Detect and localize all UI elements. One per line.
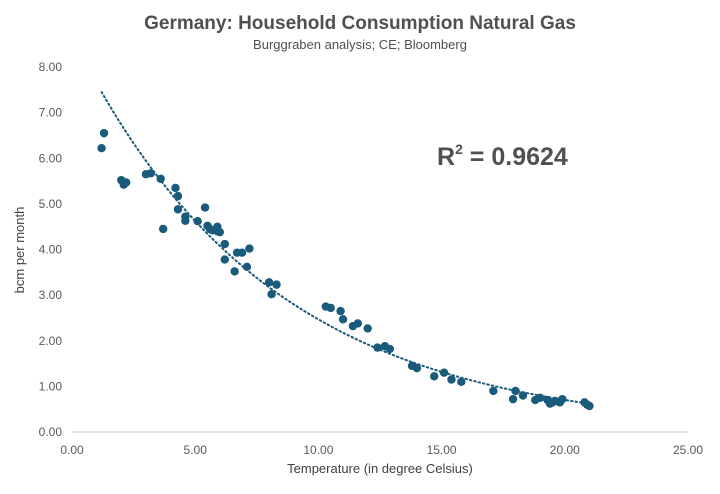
data-point — [173, 191, 183, 201]
data-point — [585, 401, 594, 411]
data-point — [99, 128, 109, 138]
data-point — [336, 306, 345, 316]
y-axis-label: bcm per month — [12, 207, 27, 294]
data-point — [363, 324, 372, 333]
data-point — [439, 368, 449, 377]
chart-subtitle: Burggraben analysis; CE; Bloomberg — [253, 37, 467, 52]
x-tick-label: 5.00 — [184, 443, 208, 457]
data-point — [373, 343, 382, 352]
data-point — [171, 183, 180, 193]
x-axis-label: Temperature (in degree Celsius) — [287, 461, 473, 476]
data-point — [338, 315, 348, 324]
data-point — [230, 267, 239, 276]
data-point — [200, 203, 210, 212]
y-tick-label: 6.00 — [39, 151, 63, 165]
y-tick-label: 8.00 — [39, 60, 63, 74]
x-axis-ticks: 0.00 5.00 10.00 15.00 20.00 25.00 — [60, 443, 703, 457]
data-point — [508, 394, 518, 404]
data-point — [220, 255, 229, 264]
data-point — [158, 224, 168, 234]
data-point — [457, 377, 466, 387]
data-point — [385, 344, 395, 354]
data-point — [489, 386, 498, 396]
data-point — [156, 174, 165, 183]
data-point — [173, 205, 183, 214]
data-point — [353, 319, 363, 328]
chart-title: Germany: Household Consumption Natural G… — [144, 13, 576, 34]
data-points — [97, 128, 594, 411]
x-tick-label: 20.00 — [550, 443, 580, 457]
y-tick-label: 5.00 — [39, 197, 63, 211]
data-point — [430, 372, 439, 381]
data-point — [511, 386, 520, 396]
y-tick-label: 1.00 — [39, 379, 63, 393]
r-squared-superscript: 2 — [455, 141, 463, 157]
data-point — [245, 244, 254, 253]
trendline — [100, 91, 591, 405]
x-tick-label: 0.00 — [60, 443, 84, 457]
y-tick-label: 4.00 — [39, 243, 63, 257]
y-axis-ticks: 0.00 1.00 2.00 3.00 4.00 5.00 6.00 7.00 8.00 — [39, 60, 63, 439]
data-point — [264, 278, 274, 287]
data-point — [518, 391, 528, 400]
y-tick-label: 3.00 — [39, 288, 63, 302]
data-point — [272, 280, 281, 289]
data-point — [97, 144, 106, 153]
x-tick-label: 25.00 — [673, 443, 703, 457]
x-tick-label: 10.00 — [303, 443, 333, 457]
data-point — [558, 394, 567, 404]
data-point — [242, 262, 252, 272]
data-point — [535, 393, 545, 402]
data-point — [215, 227, 225, 237]
r-squared-annotation: R2 = 0.9624 — [437, 141, 568, 171]
y-tick-label: 0.00 — [39, 425, 63, 439]
data-point — [326, 303, 335, 313]
data-point — [181, 216, 190, 225]
data-point — [267, 290, 276, 299]
data-point — [122, 178, 131, 187]
data-point — [146, 169, 156, 178]
data-point — [237, 248, 247, 257]
x-tick-label: 15.00 — [427, 443, 457, 457]
data-point — [412, 363, 422, 373]
data-point — [220, 239, 229, 249]
data-point — [193, 217, 202, 226]
r-squared-value: = 0.9624 — [463, 143, 568, 171]
y-tick-label: 7.00 — [39, 106, 63, 120]
y-tick-label: 2.00 — [39, 334, 63, 348]
data-point — [447, 375, 456, 384]
r-squared-prefix: R — [437, 143, 455, 171]
